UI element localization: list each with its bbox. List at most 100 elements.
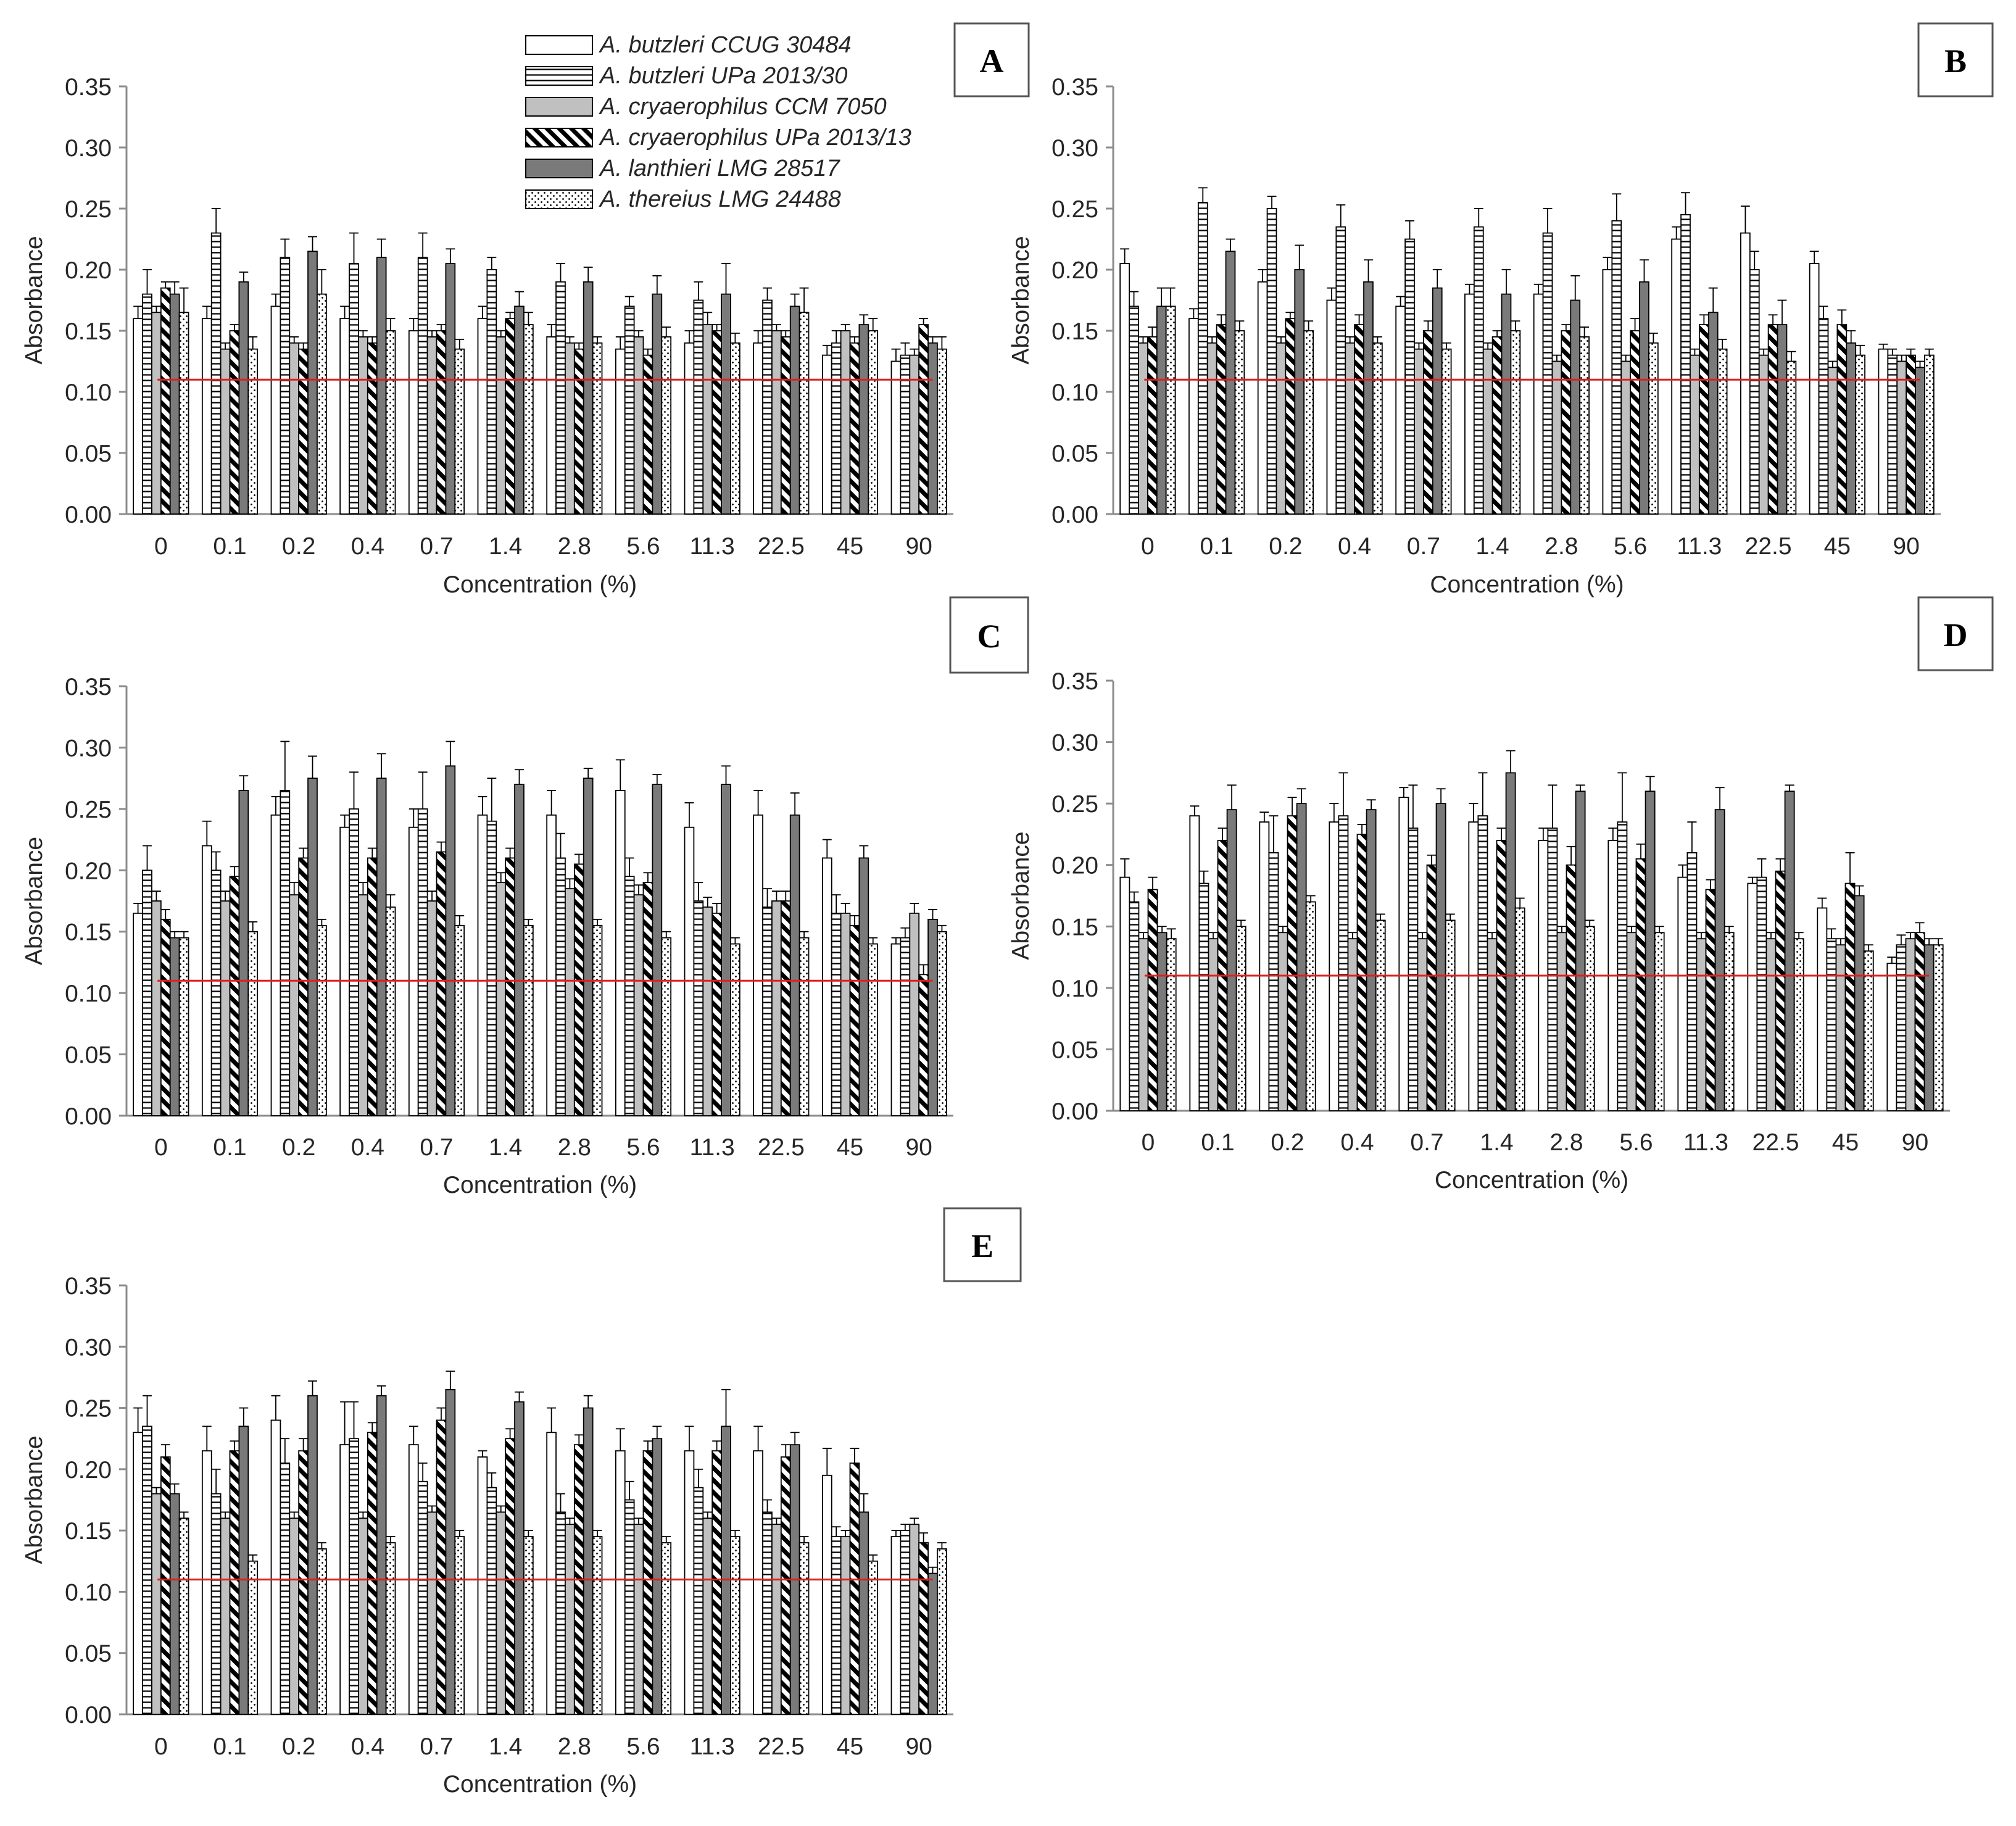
bar-C-0.1-s2 — [210, 869, 222, 1116]
bar-D-45-s3 — [1835, 944, 1846, 1111]
bar-A-11.3-s6 — [730, 342, 740, 515]
bar-D-5.6-s2 — [1617, 821, 1628, 1111]
bar-D-0.4-s5 — [1366, 809, 1377, 1111]
bar-A-22.5-s2 — [762, 299, 773, 515]
bar-B-0.1-s1 — [1188, 318, 1199, 515]
x-tick-label: 0.4 — [351, 533, 384, 560]
bar-D-90-s1 — [1886, 963, 1898, 1111]
bar-C-11.3-s4 — [711, 912, 722, 1116]
bar-D-5.6-s3 — [1626, 932, 1637, 1111]
y-tick-label: 0.10 — [65, 981, 112, 1007]
y-axis-label: Absorbance — [21, 837, 48, 965]
bar-E-11.3-s4 — [711, 1450, 722, 1715]
bar-D-5.6-s4 — [1635, 858, 1646, 1111]
bar-D-22.5-s6 — [1793, 938, 1804, 1111]
bar-E-0.1-s5 — [238, 1426, 249, 1715]
bar-D-0.2-s5 — [1296, 803, 1307, 1111]
bar-C-11.3-s5 — [721, 784, 731, 1116]
bar-C-45-s1 — [821, 857, 832, 1116]
bar-C-2.8-s2 — [555, 857, 566, 1116]
y-tick-label: 0.30 — [1052, 135, 1098, 162]
bar-E-45-s2 — [831, 1536, 842, 1715]
bar-E-45-s3 — [840, 1536, 851, 1715]
bar-B-45-s3 — [1827, 367, 1838, 515]
legend-swatch — [525, 189, 593, 209]
x-tick-label: 90 — [905, 1134, 932, 1161]
bar-D-0-s1 — [1119, 876, 1130, 1111]
bar-C-45-s5 — [858, 857, 869, 1116]
bar-A-45-s6 — [868, 330, 879, 515]
bar-A-0.1-s5 — [238, 281, 249, 515]
x-tick-label: 11.3 — [690, 533, 735, 560]
legend-label: A. cryaerophilus CCM 7050 — [599, 94, 887, 120]
x-tick-label: 1.4 — [1476, 533, 1509, 560]
bar-E-11.3-s1 — [684, 1450, 695, 1715]
bar-C-0.2-s2 — [280, 790, 291, 1116]
bar-C-22.5-s2 — [762, 907, 773, 1116]
bar-C-0.2-s6 — [317, 924, 327, 1116]
bar-A-45-s5 — [858, 324, 869, 515]
bar-E-22.5-s6 — [799, 1542, 810, 1715]
x-tick-label: 22.5 — [758, 533, 805, 560]
bar-D-0-s6 — [1166, 938, 1177, 1111]
legend-label: A. butzleri CCUG 30484 — [599, 32, 852, 58]
bar-A-1.4-s4 — [505, 318, 515, 515]
bar-D-2.8-s3 — [1556, 932, 1567, 1111]
x-tick-label: 11.3 — [690, 1733, 735, 1760]
y-tick-label: 0.30 — [65, 1334, 112, 1361]
x-tick-label: 0.4 — [351, 1134, 384, 1161]
panel-label-box — [1917, 596, 1994, 671]
bar-B-0-s2 — [1129, 305, 1139, 515]
legend-item: A. thereius LMG 24488 — [525, 186, 841, 212]
bar-A-0-s5 — [169, 293, 180, 515]
x-tick-label: 0.7 — [420, 1134, 453, 1161]
x-tick-label: 90 — [905, 1733, 932, 1760]
y-tick-label: 0.20 — [1052, 257, 1098, 284]
bar-A-45-s2 — [831, 342, 842, 515]
bar-E-0.7-s3 — [426, 1511, 438, 1715]
bar-C-1.4-s4 — [505, 857, 515, 1116]
bar-E-0.4-s3 — [358, 1517, 368, 1715]
bar-E-5.6-s1 — [615, 1450, 626, 1715]
bar-C-5.6-s6 — [661, 937, 672, 1116]
x-tick-label: 22.5 — [758, 1134, 805, 1161]
x-tick-label: 11.3 — [1677, 533, 1722, 560]
bar-D-22.5-s3 — [1765, 938, 1777, 1111]
y-tick-label: 0.35 — [65, 1273, 112, 1300]
bar-C-0.7-s1 — [408, 826, 419, 1116]
panel-label: E — [971, 1227, 993, 1264]
bar-E-45-s5 — [858, 1511, 869, 1715]
legend-label: A. butzleri UPa 2013/30 — [599, 63, 847, 89]
bar-A-22.5-s3 — [771, 330, 782, 515]
x-axis-label: Concentration (%) — [1430, 571, 1624, 598]
bar-D-11.3-s6 — [1724, 932, 1735, 1111]
bar-C-0.4-s2 — [349, 808, 359, 1116]
bar-D-1.4-s1 — [1468, 821, 1479, 1111]
panel-label-box — [953, 22, 1030, 98]
x-tick-label: 5.6 — [1614, 533, 1647, 560]
bar-A-0-s1 — [133, 318, 143, 515]
bar-A-0.7-s4 — [436, 330, 447, 515]
bar-A-1.4-s6 — [523, 324, 534, 515]
bar-B-1.4-s3 — [1482, 348, 1493, 515]
y-tick-label: 0.30 — [1052, 730, 1098, 757]
bar-C-1.4-s1 — [477, 814, 488, 1116]
bar-C-45-s3 — [840, 912, 851, 1116]
bar-B-0.7-s6 — [1441, 348, 1452, 515]
bar-D-1.4-s2 — [1477, 815, 1488, 1111]
y-tick-label: 0.05 — [65, 1042, 112, 1069]
bar-C-0.2-s5 — [307, 778, 318, 1116]
bar-C-45-s4 — [849, 924, 860, 1116]
bar-E-1.4-s5 — [514, 1401, 525, 1715]
bar-B-0.1-s6 — [1234, 330, 1245, 515]
x-tick-label: 45 — [1824, 533, 1851, 560]
panel-label-box — [949, 596, 1029, 674]
bar-A-0.2-s5 — [307, 251, 318, 515]
bar-B-0.7-s3 — [1414, 348, 1424, 515]
bar-A-0.4-s3 — [358, 336, 368, 515]
bar-B-5.6-s2 — [1611, 220, 1622, 515]
x-tick-label: 0.7 — [1410, 1129, 1443, 1156]
y-tick-label: 0.15 — [65, 1518, 112, 1545]
x-tick-label: 45 — [837, 1134, 863, 1161]
bar-A-0.2-s1 — [270, 305, 281, 515]
